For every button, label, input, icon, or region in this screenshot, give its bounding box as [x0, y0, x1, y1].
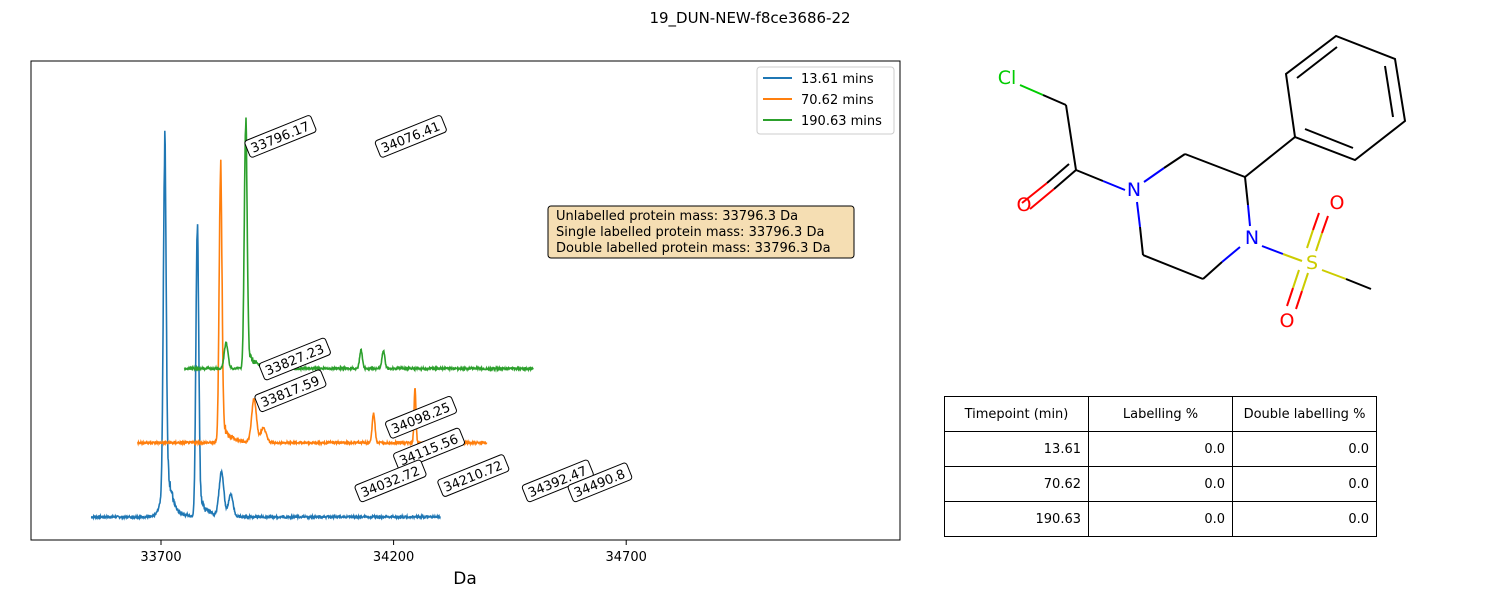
legend-label-70.62: 70.62 mins — [801, 93, 874, 108]
bond-s-o-top-4 — [1312, 212, 1320, 231]
phenyl-inner-bond-3 — [1304, 128, 1354, 149]
bond-c3-n4 — [1244, 176, 1249, 206]
labelling-table: Timepoint (min) Labelling % Double label… — [944, 396, 1377, 537]
legend: 13.61 mins 70.62 mins 190.63 mins — [756, 66, 895, 135]
x-tick-label: 33700 — [140, 550, 181, 565]
table-cell: 0.0 — [1088, 501, 1233, 537]
table-header-row: Timepoint (min) Labelling % Double label… — [944, 396, 1377, 432]
table-cell: 13.61 — [944, 431, 1089, 467]
peak-annotation-box — [354, 459, 427, 503]
plot-area — [30, 60, 901, 541]
peak-annotation-box — [258, 337, 331, 381]
peak-annotation-box — [385, 396, 458, 439]
info-box-line-3: Double labelled protein mass: 33796.3 Da — [556, 241, 831, 256]
table-header-labelling: Labelling % — [1088, 396, 1233, 432]
bond-s-o-top-2 — [1321, 215, 1329, 234]
bond-s-o-bot-2 — [1295, 290, 1303, 310]
atom-labels: Cl O N N S O O — [998, 67, 1345, 332]
bond-n4-c5 — [1221, 246, 1241, 263]
bond-n4-sb — [1282, 253, 1303, 262]
peak-annotation-box — [393, 427, 466, 471]
bond-c3-phenyl — [1244, 136, 1296, 178]
bond-n1-c2 — [1143, 167, 1165, 183]
table-header-double-labelling: Double labelling % — [1232, 396, 1377, 432]
x-axis-label: Da — [453, 569, 477, 589]
figure-title: 19_DUN-NEW-f8ce3686-22 — [649, 9, 851, 27]
table-cell: 0.0 — [1088, 466, 1233, 502]
bond-s-ch3b — [1345, 278, 1372, 290]
bond-c6-n1 — [1139, 226, 1144, 256]
bond-s-o-bot-1 — [1301, 272, 1309, 292]
table-cell: 0.0 — [1232, 466, 1377, 502]
atom-o-carbonyl: O — [1017, 194, 1032, 216]
table-cell: 0.0 — [1232, 501, 1377, 537]
bond-carbonyl-o-1 — [1053, 169, 1077, 190]
table-row: 190.63 0.0 0.0 — [944, 501, 1377, 537]
phenyl-inner-bond-1 — [1296, 46, 1338, 79]
bond-carbonyl-o-3 — [1046, 163, 1070, 184]
x-tick-label: 34700 — [606, 550, 647, 565]
bond-ch2-carbonyl — [1065, 104, 1077, 171]
chemical-structure — [1019, 34, 1407, 310]
atom-o-sulfonyl-bottom: O — [1280, 310, 1295, 332]
peak-annotation-box — [254, 369, 327, 413]
bond-carbonyl-o-4 — [1021, 182, 1048, 204]
bond-c2-c3 — [1184, 153, 1246, 178]
info-box-line-1: Unlabelled protein mass: 33796.3 Da — [556, 209, 798, 224]
bond-cl-ch2 — [1019, 84, 1044, 96]
peak-annotation-box — [521, 459, 594, 503]
atom-o-sulfonyl-top: O — [1330, 192, 1345, 214]
peak-annotation-box — [374, 115, 447, 158]
table-row: 13.61 0.0 0.0 — [944, 431, 1377, 467]
peak-annotation-box — [437, 454, 510, 497]
legend-label-13.61: 13.61 mins — [801, 72, 874, 87]
bond-carbonyl-n — [1075, 169, 1104, 182]
info-box-line-2: Single labelled protein mass: 33796.3 Da — [556, 225, 824, 240]
bond-carbonyl-o-2 — [1029, 188, 1055, 210]
series-line-190.63-mins — [183, 117, 534, 373]
info-box: Unlabelled protein mass: 33796.3 Da Sing… — [547, 205, 855, 259]
x-tick-label: 34200 — [373, 550, 414, 565]
table-cell: 70.62 — [944, 466, 1089, 502]
info-box-background — [547, 205, 855, 259]
table-cell: 0.0 — [1088, 431, 1233, 467]
phenyl-ring — [1284, 34, 1407, 162]
atom-n4: N — [1245, 227, 1259, 249]
bond-c3-n4b — [1247, 204, 1251, 227]
bond-s-o-bot-3 — [1292, 269, 1300, 289]
bond-n1-c2b — [1163, 153, 1186, 169]
table-cell: 190.63 — [944, 501, 1089, 537]
bond-s-ch3 — [1321, 269, 1347, 280]
atom-n1: N — [1127, 179, 1141, 201]
bond-c5-c6 — [1142, 254, 1204, 280]
table-cell: 0.0 — [1232, 431, 1377, 467]
peak-annotation-box — [567, 462, 633, 503]
table-header-timepoint: Timepoint (min) — [944, 396, 1089, 432]
bond-s-o-top-3 — [1306, 229, 1314, 249]
atom-cl: Cl — [998, 67, 1017, 89]
legend-frame — [756, 66, 895, 135]
bond-carbonyl-n-2 — [1102, 180, 1126, 191]
series-line-13.61-mins — [90, 130, 441, 521]
atom-s: S — [1306, 252, 1318, 274]
bond-c6-n1b — [1136, 201, 1141, 228]
peak-annotation-box — [244, 115, 317, 158]
legend-label-190.63: 190.63 mins — [801, 114, 882, 129]
bond-n4-c5b — [1202, 261, 1223, 280]
bond-ch2-cl — [1042, 94, 1067, 106]
bond-n4-s — [1261, 245, 1284, 255]
bond-s-o-bot-4 — [1286, 287, 1294, 307]
bond-s-o-top-1 — [1315, 232, 1323, 252]
phenyl-inner-bond-2 — [1384, 65, 1394, 118]
table-row: 70.62 0.0 0.0 — [944, 466, 1377, 502]
